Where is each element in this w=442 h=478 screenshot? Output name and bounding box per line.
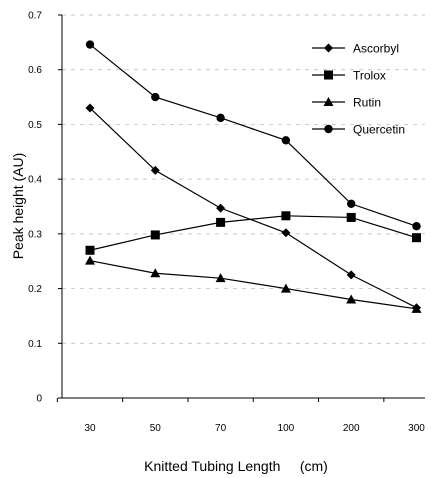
series-line-rutin <box>89 260 417 310</box>
point-quercetin-1 <box>151 92 160 102</box>
point-rutin-3 <box>280 283 291 293</box>
y-axis-title: Peak height (AU) <box>10 153 26 260</box>
legend-marker-trolox <box>324 70 333 80</box>
point-quercetin-4 <box>347 199 356 208</box>
point-trolox-3 <box>281 211 291 221</box>
x-tick-label-5: 300 <box>408 423 425 434</box>
y-tick-label-6: 0.6 <box>28 65 42 76</box>
x-tick-label-0: 30 <box>84 423 96 434</box>
legend-marker-ascorbyl <box>324 43 333 53</box>
legend-label-quercetin: Quercetin <box>353 123 405 137</box>
y-tick-label-2: 0.2 <box>28 284 42 295</box>
x-tick-label-3: 100 <box>278 423 295 434</box>
legend: Ascorbyl Trolox Rutin Quercetin <box>312 42 405 137</box>
x-tick-label-2: 70 <box>215 423 227 434</box>
point-trolox-4 <box>346 212 356 222</box>
y-tick-label-3: 0.3 <box>28 229 42 240</box>
point-ascorbyl-0 <box>85 103 95 113</box>
point-trolox-5 <box>412 233 421 243</box>
y-ticks: 0 0.1 0.2 0.3 0.4 0.5 0.6 0.7 <box>28 11 62 405</box>
point-rutin-4 <box>346 294 357 304</box>
point-quercetin-2 <box>216 113 225 123</box>
x-tick-label-4: 200 <box>343 423 360 434</box>
point-rutin-1 <box>150 268 161 278</box>
series-line-ascorbyl <box>89 107 417 309</box>
point-rutin-5 <box>411 303 422 313</box>
point-quercetin-0 <box>85 40 95 49</box>
series-line-trolox <box>89 215 417 251</box>
x-tick-label-1: 50 <box>150 423 162 434</box>
point-trolox-1 <box>150 230 160 240</box>
legend-label-rutin: Rutin <box>353 96 381 110</box>
series-group <box>85 40 422 313</box>
point-trolox-0 <box>85 245 95 255</box>
point-ascorbyl-2 <box>216 203 226 213</box>
point-rutin-0 <box>85 255 95 265</box>
legend-marker-rutin <box>323 97 334 106</box>
legend-marker-quercetin <box>324 124 333 134</box>
legend-label-trolox: Trolox <box>353 69 386 83</box>
point-trolox-2 <box>216 217 226 227</box>
point-quercetin-3 <box>281 136 291 145</box>
x-axis-title: Knitted Tubing Length (cm) <box>144 458 328 474</box>
y-tick-label-1: 0.1 <box>28 339 42 350</box>
series-line-quercetin <box>89 44 417 227</box>
x-ticks: 30 50 70 100 200 300 <box>56 398 425 434</box>
y-tick-label-0: 0 <box>36 394 42 405</box>
y-tick-label-7: 0.7 <box>28 11 42 22</box>
y-tick-label-4: 0.4 <box>28 175 42 186</box>
y-tick-label-5: 0.5 <box>28 120 42 131</box>
point-ascorbyl-4 <box>346 270 356 280</box>
point-rutin-2 <box>215 273 226 283</box>
gridlines <box>62 14 425 344</box>
legend-label-ascorbyl: Ascorbyl <box>353 42 399 56</box>
point-ascorbyl-3 <box>281 228 291 238</box>
point-ascorbyl-1 <box>150 165 160 175</box>
point-quercetin-5 <box>412 221 421 231</box>
